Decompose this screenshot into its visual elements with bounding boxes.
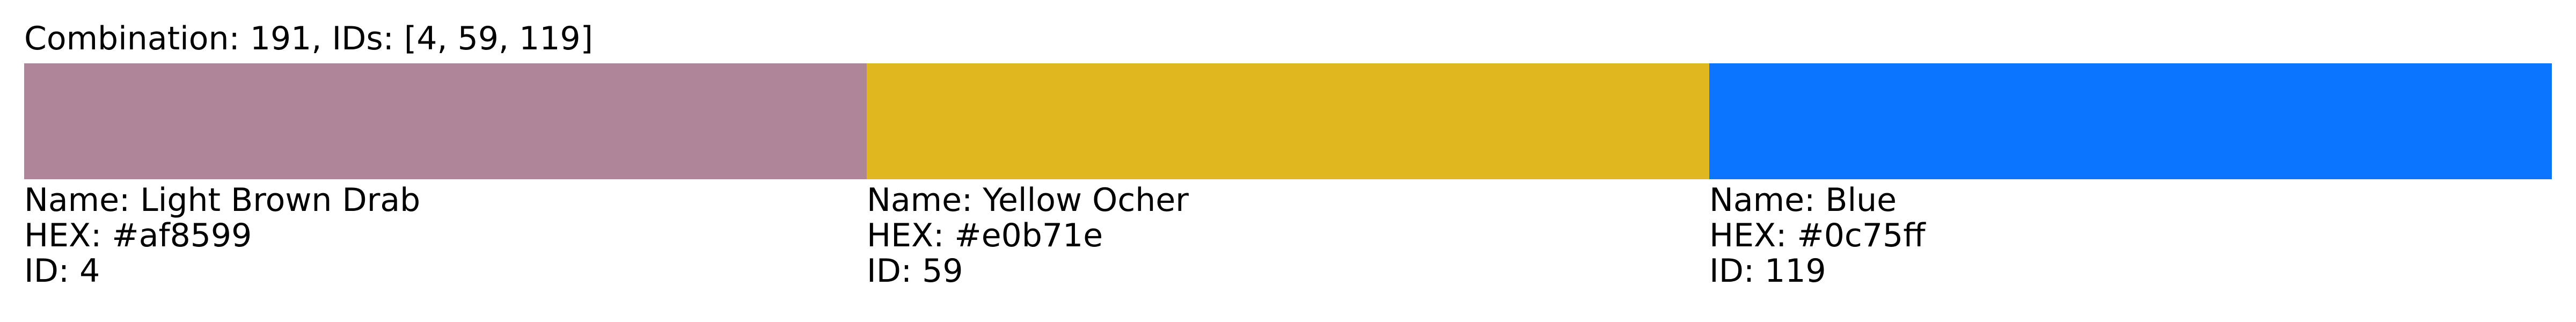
color-id-label: ID: 4 xyxy=(24,252,100,290)
color-name-label: Name: Yellow Ocher xyxy=(867,181,1189,219)
color-swatch xyxy=(867,63,1709,179)
color-id-label: ID: 59 xyxy=(867,252,963,290)
color-hex-label: HEX: #e0b71e xyxy=(867,217,1103,254)
color-labels-row: Name: Light Brown Drab HEX: #af8599 ID: … xyxy=(24,182,2552,289)
color-swatch xyxy=(1709,63,2552,179)
color-label-block: Name: Blue HEX: #0c75ff ID: 119 xyxy=(1709,182,2552,289)
color-hex-label: HEX: #0c75ff xyxy=(1709,217,1926,254)
color-label-block: Name: Light Brown Drab HEX: #af8599 ID: … xyxy=(24,182,867,289)
color-id-label: ID: 119 xyxy=(1709,252,1826,290)
color-label-block: Name: Yellow Ocher HEX: #e0b71e ID: 59 xyxy=(867,182,1709,289)
color-name-label: Name: Light Brown Drab xyxy=(24,181,421,219)
color-name-label: Name: Blue xyxy=(1709,181,1897,219)
color-hex-label: HEX: #af8599 xyxy=(24,217,252,254)
combination-title: Combination: 191, IDs: [4, 59, 119] xyxy=(24,20,594,57)
color-swatch-row xyxy=(24,63,2552,179)
color-swatch xyxy=(24,63,867,179)
